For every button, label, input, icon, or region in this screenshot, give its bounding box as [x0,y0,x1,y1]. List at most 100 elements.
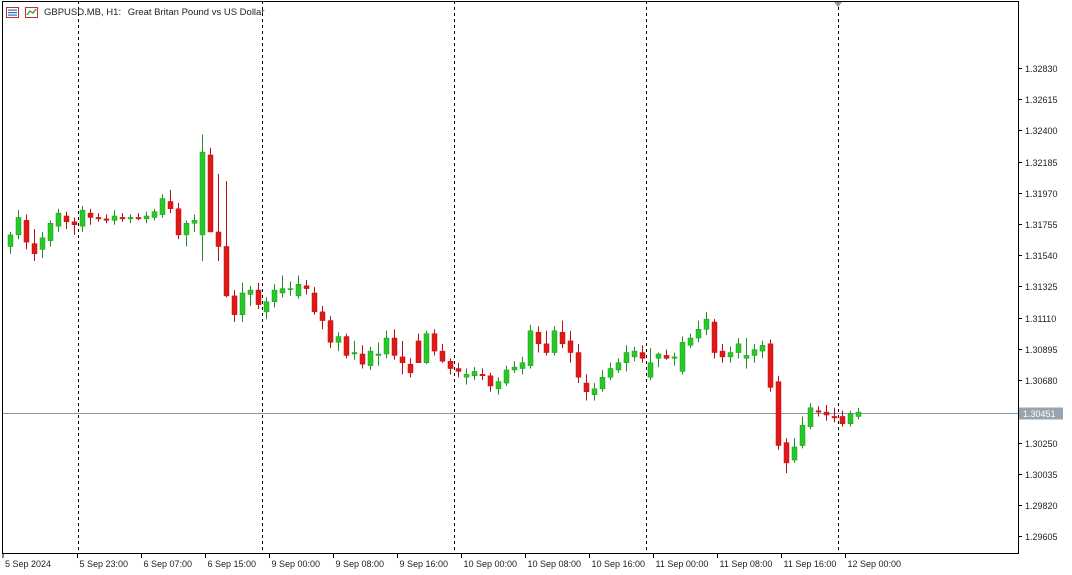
x-tick-label: 10 Sep 08:00 [528,559,582,569]
candle-body [479,374,486,377]
candle-body [423,333,430,363]
candle-body [199,151,206,236]
candle [679,336,686,375]
candle [39,231,46,259]
candle [407,358,414,378]
candle [719,343,726,363]
candle [159,194,166,218]
x-tick-label: 10 Sep 16:00 [592,559,646,569]
candle-body [175,208,182,236]
candle [167,189,174,214]
y-tick-label: 1.32400 [1025,126,1058,136]
candle [655,352,662,368]
candle-body [359,353,366,365]
candle-body [143,215,150,220]
candle [671,352,678,366]
candle-body [23,220,30,243]
y-tick-label: 1.30680 [1025,376,1058,386]
price-axis: 1.32830 1.32615 1.32400 1.32185 1.31970 1.317… [1018,64,1063,542]
candle [735,338,742,359]
candle-body [487,375,494,387]
candle-body [591,388,598,395]
candle-body [55,212,62,227]
candle [343,333,350,359]
candle [423,330,430,365]
candle-body [751,349,758,356]
candle-body [215,231,222,247]
candle-body [519,362,526,369]
candle [231,290,238,323]
candle [223,181,230,298]
candle [727,346,734,363]
candle [783,438,790,474]
x-tick-label: 10 Sep 00:00 [464,559,518,569]
candle-body [439,350,446,362]
candle-body [743,355,750,359]
candle-body [807,407,814,427]
candle-body [631,350,638,358]
candle-body [39,237,46,250]
y-tick-label: 1.32615 [1025,95,1058,105]
market-watch-icon[interactable] [6,6,19,18]
candle [95,213,102,222]
candle-body [783,442,790,464]
candle [607,362,614,381]
candle-body [623,352,630,363]
candle [495,377,502,395]
chart-window-icon[interactable] [25,6,38,18]
candle-body [391,337,398,356]
candle [279,275,286,298]
candle [751,343,758,363]
candle [215,173,222,262]
candle [127,214,134,224]
candle [175,202,182,240]
candle [383,330,390,359]
x-tick-label: 6 Sep 07:00 [144,559,193,569]
candles [7,134,862,474]
candle-body [239,292,246,316]
candle-body [303,285,310,289]
candle [119,213,126,222]
candle-body [471,371,478,377]
candle [455,362,462,378]
candle [431,329,438,356]
candle-body [343,336,350,356]
candle [255,282,262,309]
candle [567,330,574,363]
candle [399,340,406,375]
chart-frame [2,1,1019,554]
candle [711,319,718,359]
candle-body [151,211,158,218]
candle [647,348,654,381]
y-tick-label: 1.31325 [1025,282,1058,292]
candle [687,333,694,349]
shift-marker[interactable] [834,2,842,7]
candle [111,210,118,225]
candle [775,375,782,450]
candle [743,338,750,369]
candle [7,231,14,254]
candle-body [311,292,318,313]
candle [815,406,822,417]
candle-body [255,289,262,305]
candle [791,438,798,463]
candle-body [759,345,766,352]
candle-body [383,337,390,355]
candle [367,346,374,370]
candle-body [295,284,302,297]
x-tick-label: 11 Sep 00:00 [656,559,709,569]
candle [487,372,494,392]
candle [799,416,806,449]
candle [191,214,198,232]
candle-body [127,217,134,220]
candle [839,410,846,427]
candle [351,340,358,360]
candle-body [167,201,174,209]
day-separators [78,1,842,553]
candle-body [271,289,278,302]
candle-body [415,340,422,363]
candle-body [495,381,502,390]
candle-body [639,352,646,359]
